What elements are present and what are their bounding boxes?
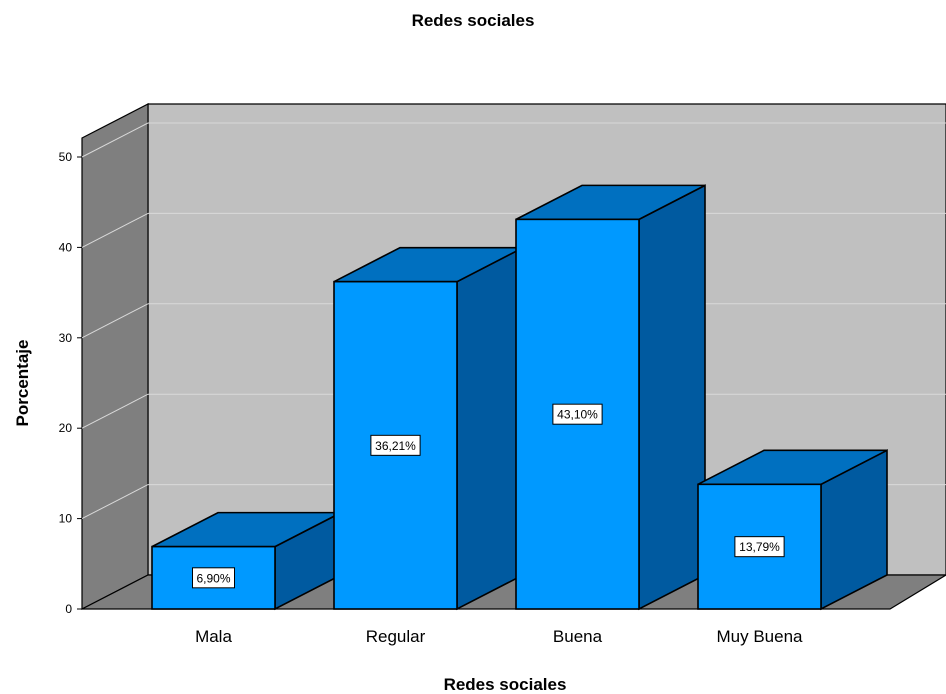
chart-title: Redes sociales	[412, 11, 535, 30]
y-tick-label: 30	[59, 331, 73, 345]
x-tick-label: Mala	[195, 627, 232, 646]
data-label: 13,79%	[739, 540, 780, 554]
gridline-side	[81, 122, 149, 158]
data-label: 6,90%	[196, 571, 230, 585]
data-label-box	[552, 403, 603, 425]
x-tick-label: Muy Buena	[717, 627, 804, 646]
x-axis-title: Redes sociales	[444, 675, 567, 694]
y-tick-label: 10	[59, 512, 73, 526]
gridline-side	[81, 212, 149, 248]
bar-side	[456, 246, 524, 611]
data-label: 43,10%	[557, 408, 598, 422]
gridline-side	[81, 393, 149, 429]
gridline-side	[81, 484, 149, 520]
bar-group: 13,79%	[697, 449, 888, 611]
data-label-box	[734, 536, 785, 558]
y-axis-title: Porcentaje	[13, 340, 32, 427]
bar-group: 36,21%	[333, 246, 524, 611]
y-tick-label: 50	[59, 150, 73, 164]
y-tick-label: 20	[59, 421, 73, 435]
data-label-box	[192, 567, 235, 589]
gridline-side	[81, 303, 149, 339]
y-axis-ticks: 0 10 20 30 40 50	[59, 150, 82, 616]
y-tick-label: 40	[59, 240, 73, 254]
data-label-box	[370, 434, 421, 456]
bar-group: 43,10%	[515, 184, 706, 611]
x-axis-categories: Mala Regular Buena Muy Buena	[195, 627, 803, 646]
y-tick-label: 0	[65, 602, 72, 616]
bar-side	[638, 184, 706, 611]
data-label: 36,21%	[375, 439, 416, 453]
bar-group: 6,90%	[151, 511, 342, 611]
side-wall	[81, 103, 149, 610]
x-tick-label: Buena	[553, 627, 603, 646]
bars: 6,90% 36,21% 43,10% 13,79%	[151, 184, 888, 611]
x-tick-label: Regular	[366, 627, 426, 646]
